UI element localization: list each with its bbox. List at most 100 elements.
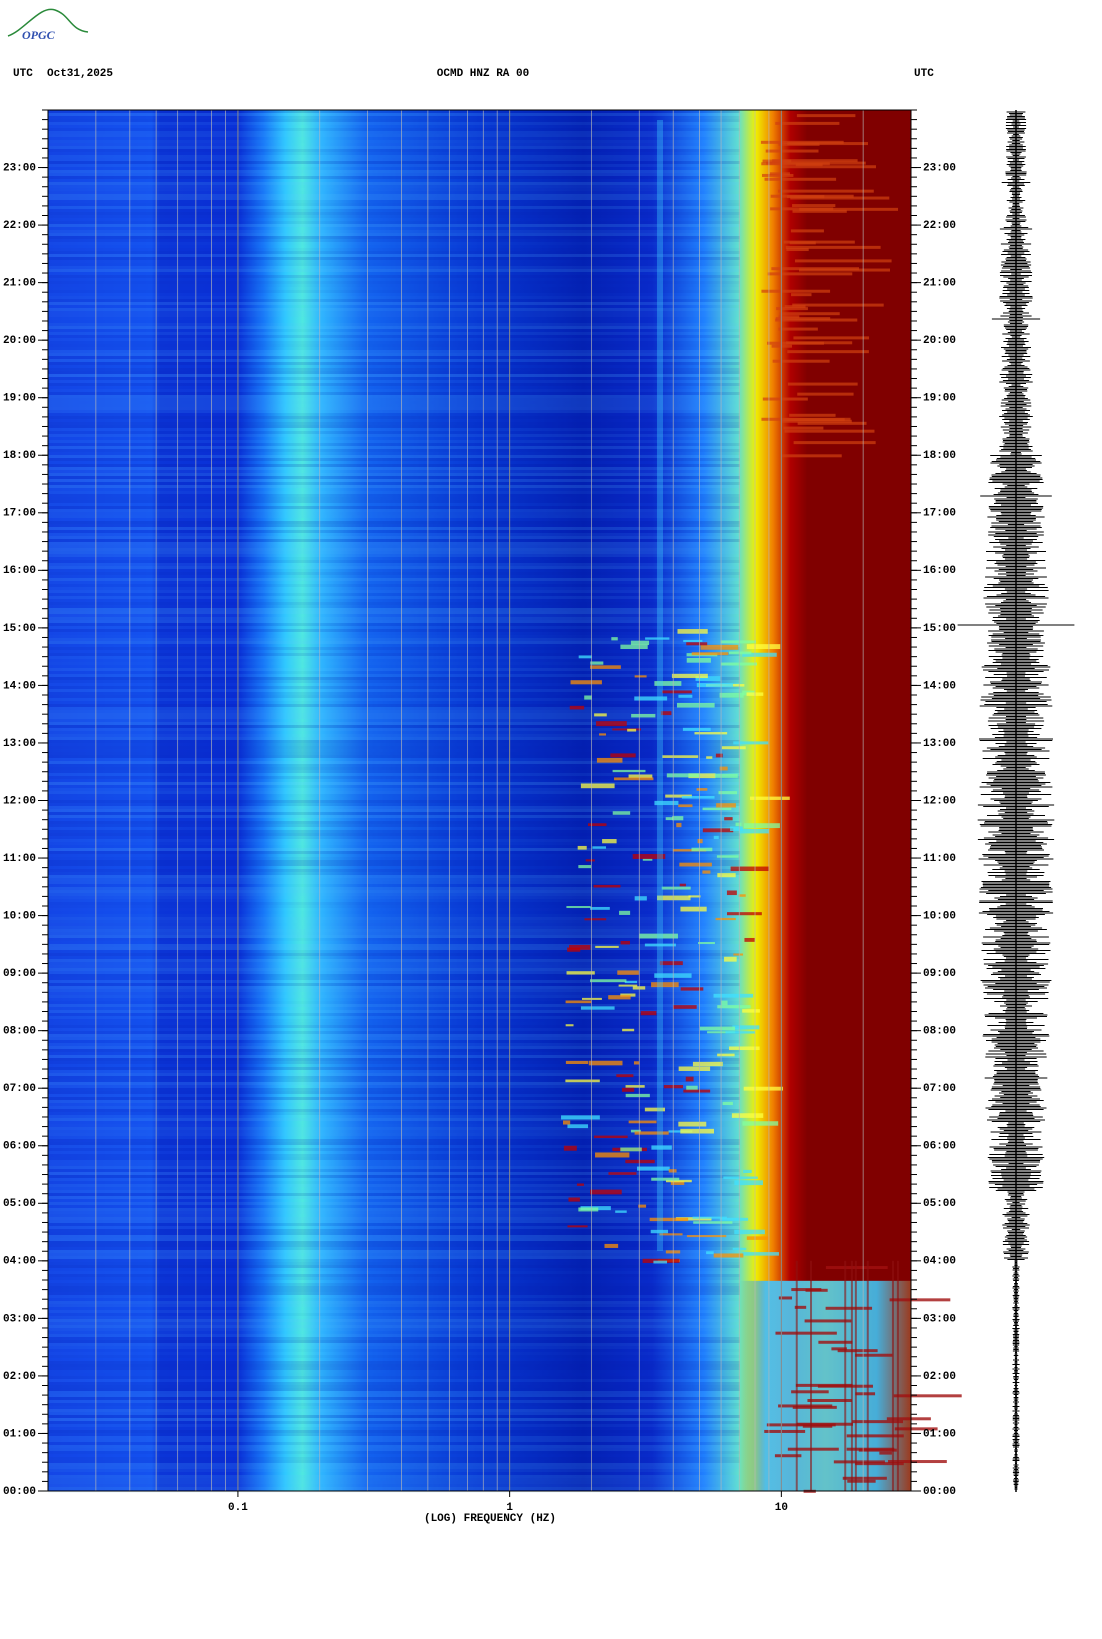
texture-streak: [732, 1025, 760, 1030]
texture-row: [48, 1127, 740, 1130]
texture-streak: [738, 894, 746, 897]
texture-row: [48, 1058, 740, 1061]
texture-row: [48, 185, 740, 188]
texture-streak: [692, 1216, 727, 1219]
texture-streak: [784, 305, 806, 309]
texture-row: [48, 695, 740, 698]
texture-row: [48, 1037, 740, 1040]
texture-row: [48, 1136, 740, 1139]
texture-row: [48, 548, 740, 551]
texture-row: [48, 1076, 740, 1079]
texture-streak: [611, 637, 618, 641]
texture-streak: [587, 823, 607, 827]
texture-row: [48, 1337, 740, 1340]
texture-row: [48, 995, 740, 998]
texture-streak: [764, 1429, 806, 1433]
texture-streak: [580, 783, 615, 789]
texture-row: [48, 572, 740, 575]
texture-row: [48, 461, 740, 464]
texture-row: [48, 293, 740, 296]
texture-streak: [766, 1423, 836, 1427]
texture-streak: [682, 727, 711, 731]
texture-row: [48, 128, 740, 131]
texture-row: [48, 434, 740, 437]
texture-streak: [779, 312, 840, 316]
texture-row: [48, 623, 740, 626]
texture-row: [48, 527, 740, 530]
texture-row: [48, 692, 740, 695]
texture-row: [48, 1157, 740, 1160]
texture-streak: [725, 1031, 755, 1034]
texture-streak: [676, 702, 715, 708]
texture-streak: [584, 695, 592, 700]
texture-row: [48, 1061, 740, 1064]
texture-streak: [651, 1145, 672, 1150]
texture-row: [48, 1274, 740, 1277]
texture-row: [48, 506, 740, 509]
texture-row: [48, 632, 740, 635]
texture-streak: [831, 1347, 847, 1351]
texture-row: [48, 788, 740, 791]
texture-row: [48, 1385, 740, 1388]
texture-streak: [780, 165, 876, 169]
texture-row: [48, 926, 740, 929]
texture-row: [48, 119, 740, 122]
texture-streak: [730, 826, 743, 832]
texture-row: [48, 740, 740, 743]
texture-streak: [640, 1011, 657, 1016]
texture-streak: [578, 865, 591, 869]
texture-streak: [770, 194, 854, 198]
texture-row: [48, 1427, 740, 1430]
texture-streak: [761, 289, 831, 293]
texture-row: [48, 221, 740, 224]
texture-row: [48, 785, 740, 788]
y-tick-label: 02:00: [923, 1371, 956, 1383]
texture-streak: [695, 676, 721, 681]
texture-row: [48, 980, 740, 983]
texture-row: [48, 869, 740, 872]
texture-row: [48, 1367, 740, 1370]
texture-row: [48, 704, 740, 707]
texture-streak: [644, 943, 676, 947]
texture-streak: [743, 1169, 752, 1174]
texture-row: [48, 1019, 740, 1022]
texture-row: [48, 863, 740, 866]
texture-streak: [685, 1076, 694, 1082]
texture-row: [48, 263, 740, 266]
texture-row: [48, 1472, 740, 1475]
texture-streak: [767, 272, 853, 276]
texture-row: [48, 1421, 740, 1424]
texture-streak: [726, 890, 737, 896]
texture-row: [48, 1115, 740, 1118]
texture-row: [48, 233, 740, 236]
texture-row: [48, 515, 740, 518]
y-tick-label: 22:00: [3, 220, 36, 232]
y-tick-label: 13:00: [923, 738, 956, 750]
texture-streak: [818, 1340, 853, 1344]
texture-row: [48, 701, 740, 704]
y-tick-label: 19:00: [923, 393, 956, 405]
texture-row: [48, 584, 740, 587]
texture-row: [48, 1397, 740, 1400]
y-tick-label: 14:00: [923, 680, 956, 692]
y-tick-label: 10:00: [923, 910, 956, 922]
texture-streak: [746, 644, 781, 650]
texture-row: [48, 968, 740, 971]
texture-row: [48, 341, 740, 344]
texture-row: [48, 728, 740, 731]
texture-row: [48, 1187, 740, 1190]
texture-row: [48, 179, 740, 182]
texture-streak: [680, 987, 704, 991]
texture-streak: [846, 1434, 904, 1438]
texture-row: [48, 323, 740, 326]
texture-row: [48, 1196, 740, 1199]
y-tick-label: 18:00: [923, 450, 956, 462]
texture-streak: [630, 1129, 641, 1133]
texture-row: [48, 257, 740, 260]
texture-row: [48, 851, 740, 854]
texture-streak: [660, 711, 672, 716]
x-tick-label: 0.1: [228, 1502, 248, 1514]
y-tick-label: 14:00: [3, 680, 36, 692]
y-tick-label: 23:00: [923, 162, 956, 174]
texture-row: [48, 1478, 740, 1481]
